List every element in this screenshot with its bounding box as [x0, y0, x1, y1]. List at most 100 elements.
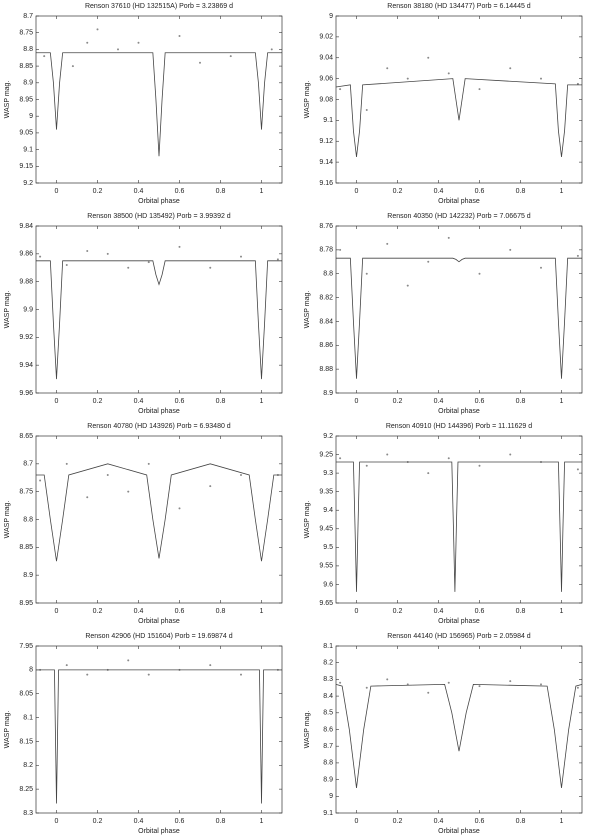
y-axis-label: WASP mag. [304, 81, 311, 119]
data-point [339, 681, 342, 684]
data-point [127, 659, 130, 662]
data-point [576, 82, 579, 85]
y-tick-label: 9.2 [23, 180, 33, 187]
x-tick-label: 1 [260, 818, 264, 825]
data-point [406, 284, 409, 287]
data-point [386, 242, 389, 245]
data-point [178, 507, 181, 510]
y-tick-label: 9.02 [319, 34, 333, 41]
x-tick-label: 0.8 [216, 608, 226, 615]
y-tick-label: 9.15 [19, 163, 33, 170]
x-tick-label: 0 [355, 398, 359, 405]
plot-frame [335, 15, 583, 184]
x-tick-label: 0.2 [93, 398, 103, 405]
y-tick-label: 9.5 [323, 544, 333, 551]
data-point [509, 680, 512, 683]
chart-title: Renson 38500 (HD 135492) Porb = 3.99392 … [87, 213, 231, 220]
data-point [540, 77, 542, 80]
y-tick-label: 9.2 [323, 433, 333, 440]
x-tick-label: 0.2 [93, 608, 103, 615]
y-tick-label: 8.8 [23, 46, 33, 53]
x-tick-label: 1 [560, 818, 564, 825]
model-curve [335, 684, 583, 788]
data-point [209, 485, 212, 488]
model-curve [36, 669, 282, 804]
chart-title: Renson 38180 (HD 134477) Porb = 6.14445 … [387, 3, 531, 10]
data-point [339, 248, 342, 251]
data-point [71, 65, 74, 68]
chart-title: Renson 40350 (HD 142232) Porb = 7.06675 … [387, 213, 531, 220]
data-point [386, 453, 389, 456]
x-tick-label: 0.6 [475, 188, 485, 195]
x-tick-label: 0.2 [93, 188, 103, 195]
data-point [106, 252, 109, 255]
chart-title: Renson 40910 (HD 144396) Porb = 11.11629… [386, 423, 532, 430]
x-tick-label: 0.8 [516, 818, 526, 825]
x-tick-label: 0 [55, 818, 59, 825]
x-tick-label: 0.4 [434, 398, 444, 405]
y-tick-label: 8.8 [23, 516, 33, 523]
y-tick-label: 8.9 [323, 390, 333, 397]
data-point [447, 236, 450, 239]
y-tick-label: 8.76 [319, 223, 333, 230]
y-axis-label: WASP mag. [304, 501, 311, 539]
data-point [229, 55, 232, 58]
data-point [209, 266, 212, 269]
model-curve [336, 461, 582, 592]
model-curve [36, 52, 282, 157]
x-tick-label: 0.6 [175, 818, 185, 825]
data-point [106, 473, 109, 476]
plot-frame [335, 645, 583, 814]
x-tick-label: 0.8 [516, 608, 526, 615]
y-tick-label: 8.4 [323, 693, 333, 700]
y-tick-label: 8.8 [323, 271, 333, 278]
y-axis-label: WASP mag. [4, 711, 11, 749]
y-tick-label: 9.05 [19, 130, 33, 137]
y-axis-label: WASP mag. [4, 81, 11, 119]
y-tick-label: 8.1 [23, 714, 33, 721]
y-tick-label: 8.75 [19, 30, 33, 37]
data-point [365, 686, 368, 689]
x-tick-label: 0.4 [134, 818, 144, 825]
y-tick-label: 9.6 [323, 581, 333, 588]
data-point [127, 490, 130, 493]
data-point [276, 258, 279, 261]
x-tick-label: 0.2 [393, 818, 403, 825]
data-point [386, 67, 389, 70]
y-tick-label: 9 [329, 13, 333, 20]
data-point [509, 453, 512, 456]
x-tick-label: 1 [260, 398, 264, 405]
y-tick-label: 8.25 [19, 786, 33, 793]
y-tick-label: 7.95 [19, 643, 33, 650]
y-tick-label: 9.14 [319, 159, 333, 166]
x-axis-label: Orbital phase [438, 828, 480, 835]
data-point [96, 28, 99, 31]
y-axis-label: WASP mag. [304, 711, 311, 749]
y-tick-label: 8.86 [319, 342, 333, 349]
y-tick-label: 9.04 [319, 55, 333, 62]
chart-title: Renson 44140 (HD 156965) Porb = 2.05984 … [387, 633, 531, 640]
y-tick-label: 8.2 [23, 762, 33, 769]
data-point [386, 678, 389, 681]
x-axis-label: Orbital phase [138, 828, 180, 835]
plot-frame [35, 435, 283, 604]
x-tick-label: 0.6 [175, 188, 185, 195]
y-tick-label: 9.1 [323, 117, 333, 124]
data-point [509, 67, 512, 70]
data-point [43, 55, 46, 58]
model-curve [335, 78, 582, 157]
x-axis-label: Orbital phase [138, 198, 180, 205]
y-tick-label: 9.45 [319, 526, 333, 533]
y-tick-label: 8.2 [323, 660, 333, 667]
data-point [478, 88, 481, 91]
x-tick-label: 0.6 [475, 398, 485, 405]
data-point [339, 88, 342, 91]
x-tick-label: 0.2 [393, 188, 403, 195]
x-tick-label: 0.8 [516, 188, 526, 195]
data-point [65, 462, 68, 465]
data-point [86, 496, 89, 499]
x-tick-label: 0.4 [434, 818, 444, 825]
x-tick-label: 1 [260, 188, 264, 195]
x-tick-label: 0 [355, 818, 359, 825]
data-point [270, 48, 273, 51]
